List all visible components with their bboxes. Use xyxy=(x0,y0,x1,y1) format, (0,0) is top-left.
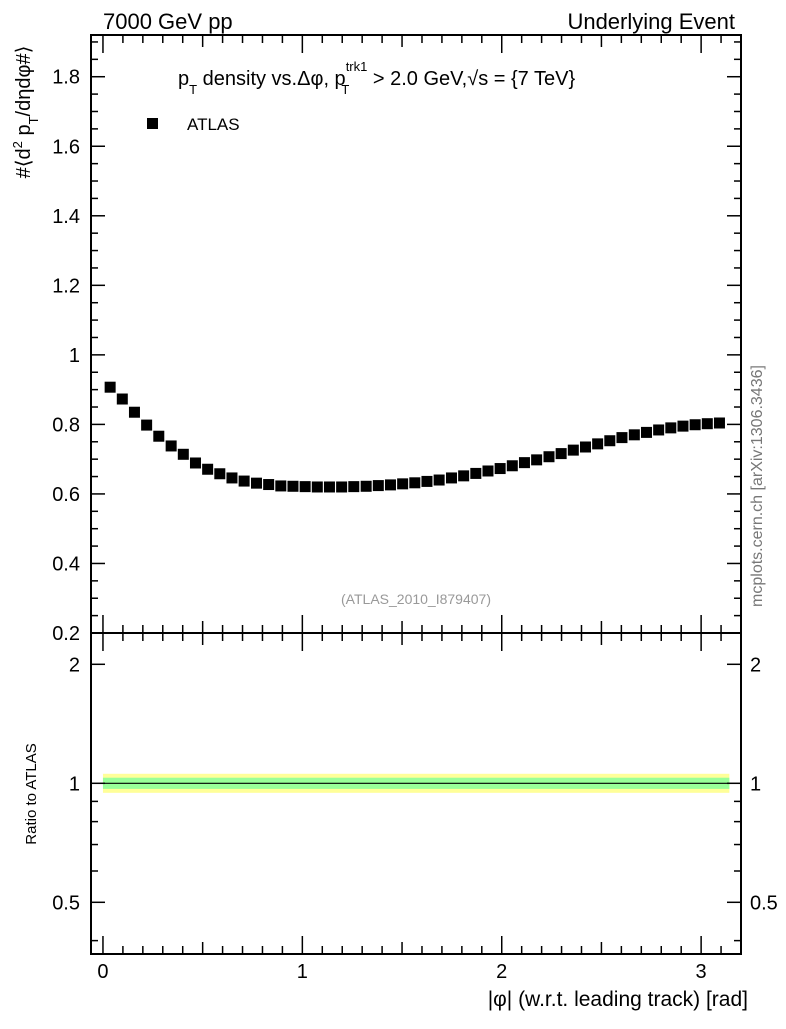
ratio-ytick-label-right: 2 xyxy=(750,654,761,676)
data-point xyxy=(506,460,518,472)
data-point xyxy=(360,480,372,492)
ratio-ytick-label: 0.5 xyxy=(52,892,80,914)
data-point xyxy=(470,467,482,479)
data-point xyxy=(263,479,275,491)
legend-marker-atlas xyxy=(147,118,158,129)
data-point xyxy=(238,475,250,487)
data-point xyxy=(458,470,470,482)
data-point xyxy=(336,481,348,493)
data-point xyxy=(384,479,396,491)
main-plot-panel: 0.2 0.4 0.6 0.8 1 1.2 1.4 1.6 1.8 pT density vs.… xyxy=(10,34,742,645)
analysis-watermark: (ATLAS_2010_I879407) xyxy=(341,591,491,607)
side-source-label: mcplots.cern.ch [arXiv:1306.3436] xyxy=(749,365,766,607)
ratio-plot-xlabel: |φ| (w.r.t. leading track) [rad] xyxy=(488,988,748,1011)
data-point xyxy=(665,422,677,434)
ratio-ytick-label-right: 1 xyxy=(750,773,761,795)
data-point xyxy=(311,481,323,493)
data-point xyxy=(189,457,201,469)
main-ytick-label: 0.8 xyxy=(52,414,80,436)
data-point xyxy=(653,424,665,436)
main-plot-title: pT density vs.Δφ, ptrk1 T > 2.0 GeV,√s = … xyxy=(178,59,575,97)
header-energy-label: 7000 GeV pp xyxy=(103,9,233,34)
main-ytick-label: 1 xyxy=(69,345,80,367)
ratio-xtick-label: 0 xyxy=(97,961,108,983)
data-point xyxy=(579,441,591,453)
ratio-plot-ylabel: Ratio to ATLAS xyxy=(23,743,40,844)
ratio-ytick-label-right: 0.5 xyxy=(750,892,778,914)
data-point xyxy=(116,393,128,405)
data-point xyxy=(628,429,640,441)
ratio-xtick-label: 2 xyxy=(496,961,507,983)
data-point xyxy=(701,418,713,430)
ratio-xtick-label: 3 xyxy=(696,961,707,983)
data-point xyxy=(153,430,165,442)
data-point xyxy=(421,475,433,487)
data-point xyxy=(397,478,409,490)
data-point xyxy=(555,448,567,460)
data-point xyxy=(482,465,494,477)
data-point xyxy=(141,419,153,431)
data-point xyxy=(494,463,506,475)
data-point xyxy=(689,419,701,431)
main-ytick-label: 1.8 xyxy=(52,67,80,89)
main-ytick-label: 0.4 xyxy=(52,553,80,575)
main-ytick-label: 1.2 xyxy=(52,275,80,297)
data-point xyxy=(323,481,335,493)
data-point xyxy=(604,435,616,447)
data-point xyxy=(372,480,384,492)
ratio-ytick-label: 1 xyxy=(69,773,80,795)
data-point xyxy=(287,480,299,492)
data-point xyxy=(567,444,579,456)
data-point xyxy=(226,472,238,484)
data-point xyxy=(104,381,116,393)
data-point xyxy=(713,417,725,429)
main-ytick-label: 0.6 xyxy=(52,484,80,506)
data-point xyxy=(250,477,262,489)
data-point xyxy=(348,481,360,493)
data-point xyxy=(128,406,140,418)
ratio-ytick-label: 2 xyxy=(69,654,80,676)
ratio-xtick-label: 1 xyxy=(297,961,308,983)
data-point xyxy=(445,472,457,484)
data-point xyxy=(592,438,604,450)
legend-label-atlas: ATLAS xyxy=(187,115,240,134)
data-point xyxy=(275,480,287,492)
data-point xyxy=(177,448,189,460)
data-point xyxy=(433,474,445,486)
data-point xyxy=(677,420,689,432)
data-point xyxy=(640,426,652,438)
data-point xyxy=(214,468,226,480)
data-point xyxy=(616,432,628,444)
main-ytick-label: 1.6 xyxy=(52,136,80,158)
ratio-plot-frame xyxy=(90,632,742,955)
ratio-plot-panel: 0.5 0.5 1 1 2 2 0 1 2 3 Ratio to ATLAS |φ| (w.r.… xyxy=(23,632,778,1011)
data-point xyxy=(518,457,530,469)
main-plot-ylabel: #⟨d2 pT/dηdφ#⟩ xyxy=(10,46,41,179)
data-point xyxy=(165,440,177,452)
data-point xyxy=(531,454,543,466)
main-ytick-label: 0.2 xyxy=(52,623,80,645)
data-point xyxy=(299,481,311,493)
header-process-label: Underlying Event xyxy=(567,9,735,34)
data-point xyxy=(543,451,555,463)
data-point xyxy=(409,477,421,489)
main-ytick-label: 1.4 xyxy=(52,206,80,228)
data-point xyxy=(202,463,214,475)
